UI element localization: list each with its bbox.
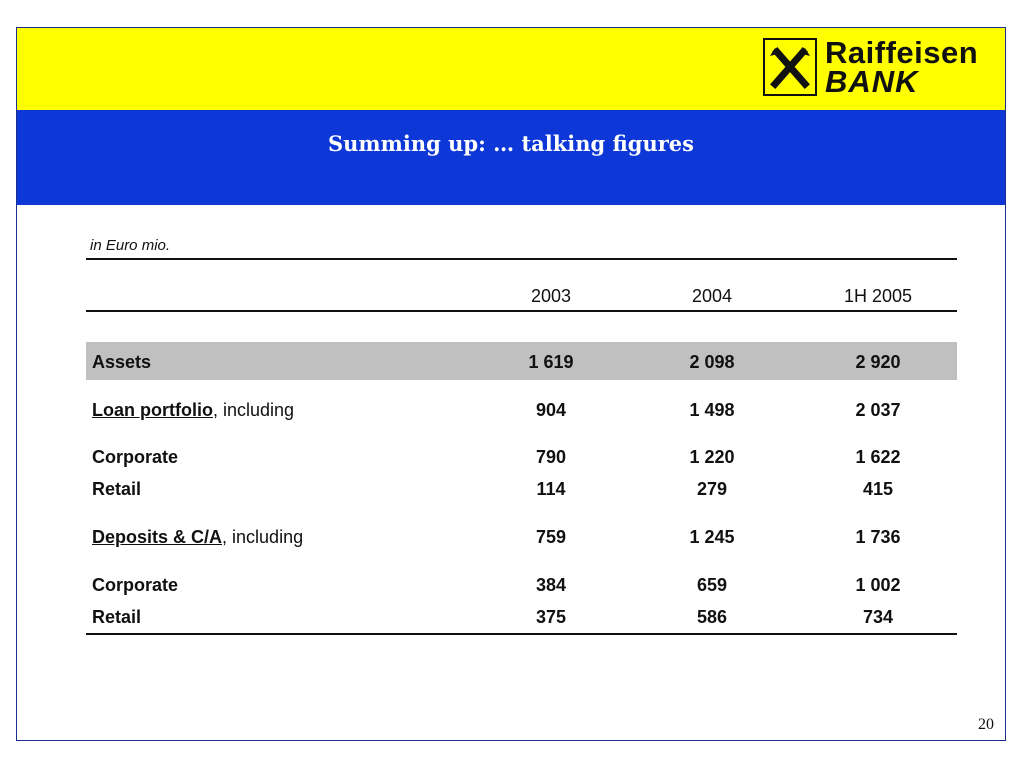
row-label-text: Deposits & C/A — [92, 527, 223, 547]
table-cell: 1 245 — [689, 527, 735, 547]
brand-name: Raiffeisen — [825, 35, 979, 70]
unit-note: in Euro mio. — [90, 237, 171, 254]
column-header: 1H 2005 — [843, 286, 913, 306]
assets-highlight-row — [86, 342, 957, 380]
slide-title: Summing up: … talking figures — [328, 131, 694, 156]
brand-bank: BANK — [825, 64, 919, 99]
table-cell: 1 619 — [528, 352, 574, 372]
header-blue-band — [17, 110, 1005, 205]
row-label: Corporate — [92, 447, 178, 468]
column-header: 2003 — [530, 286, 572, 306]
row-label: Retail — [92, 479, 141, 500]
table-cell: 790 — [535, 447, 567, 467]
row-label: Corporate — [92, 575, 178, 596]
table-cell: 734 — [862, 607, 894, 627]
column-header: 2004 — [691, 286, 733, 306]
table-cell: 659 — [696, 575, 728, 595]
row-label: Loan portfolio, including — [92, 400, 294, 421]
table-cell: 1 622 — [855, 447, 901, 467]
row-label: Deposits & C/A, including — [92, 527, 303, 548]
row-label: Assets — [92, 352, 151, 373]
row-label-suffix: , including — [212, 400, 295, 420]
table-cell: 904 — [535, 400, 567, 420]
table-cell: 759 — [535, 527, 567, 547]
table-cell: 384 — [535, 575, 567, 595]
table-cell: 1 220 — [689, 447, 735, 467]
table-top-rule — [86, 258, 957, 260]
row-label-text: Assets — [92, 352, 152, 372]
row-label-text: Corporate — [92, 447, 179, 467]
row-label-text: Corporate — [92, 575, 179, 595]
row-label-text: Retail — [92, 607, 142, 627]
table-cell: 375 — [535, 607, 567, 627]
slide-frame — [16, 27, 1006, 741]
page-number: 20 — [978, 716, 994, 733]
row-label-text: Retail — [92, 479, 142, 499]
row-label-text: Loan portfolio — [92, 400, 213, 420]
table-cell: 1 498 — [689, 400, 735, 420]
table-bottom-rule — [86, 633, 957, 635]
row-label-suffix: , including — [222, 527, 304, 547]
table-cell: 2 098 — [689, 352, 735, 372]
raiffeisen-crossed-horses-icon — [763, 38, 817, 96]
table-cell: 1 736 — [855, 527, 901, 547]
table-cell: 2 037 — [855, 400, 901, 420]
raiffeisen-logo: Raiffeisen BANK — [763, 36, 978, 98]
table-cell: 2 920 — [855, 352, 901, 372]
table-cell: 415 — [862, 479, 894, 499]
table-cell: 114 — [536, 479, 566, 499]
table-cell: 279 — [696, 479, 728, 499]
row-label: Retail — [92, 607, 141, 628]
header-bottom-rule — [86, 310, 957, 312]
table-cell: 1 002 — [855, 575, 901, 595]
header-yellow-band — [17, 28, 1005, 110]
table-cell: 586 — [696, 607, 728, 627]
